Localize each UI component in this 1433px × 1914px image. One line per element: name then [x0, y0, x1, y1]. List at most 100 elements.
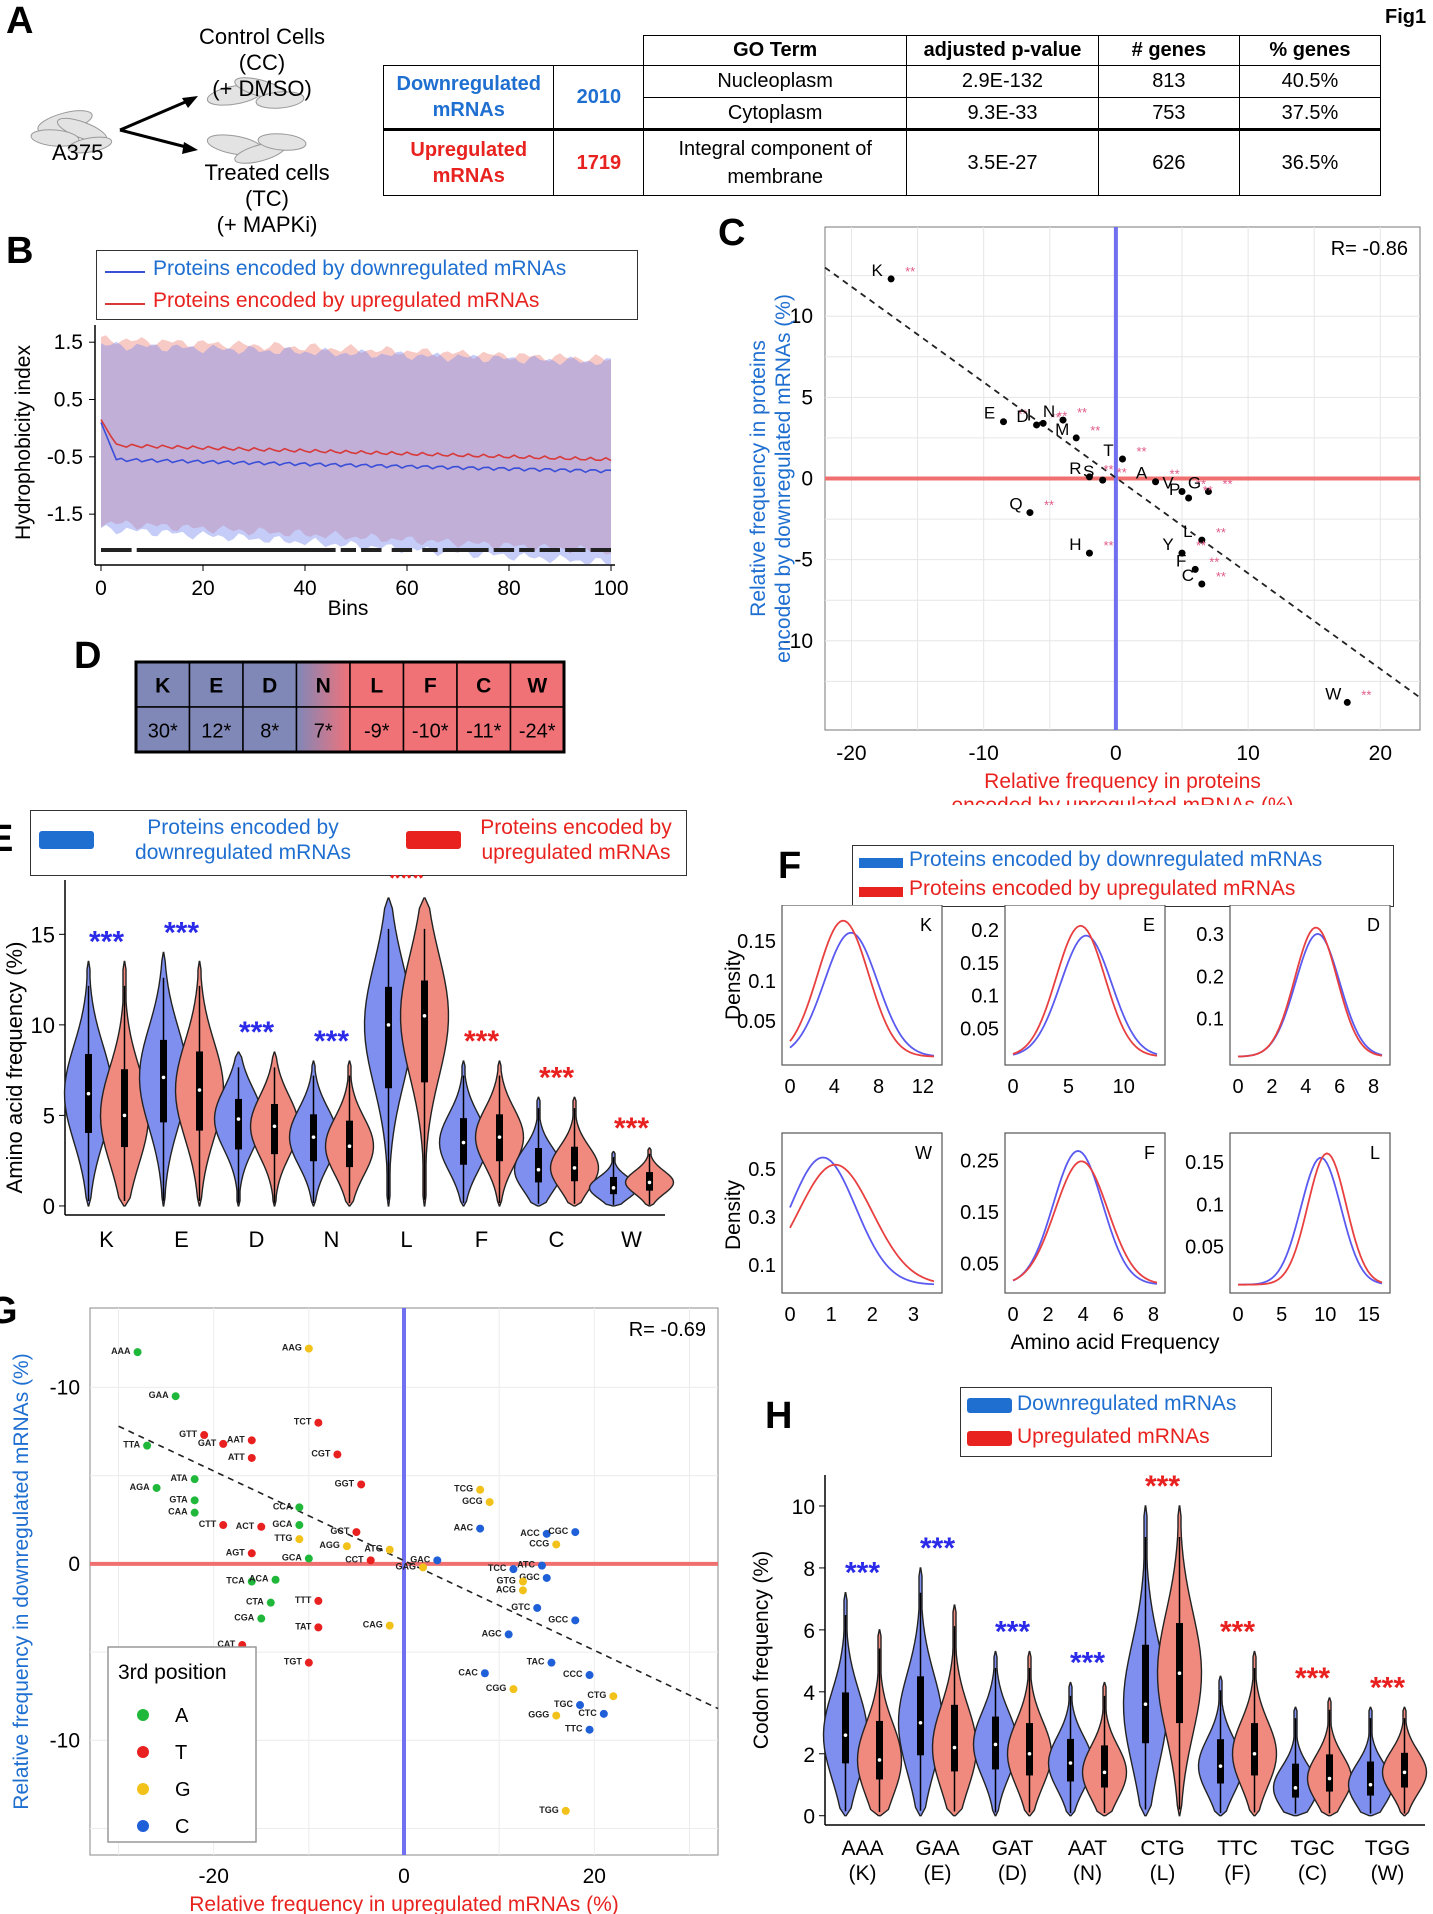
- h-x-tick-label: GAT: [992, 1837, 1034, 1860]
- h-violin-up-median: [1252, 1751, 1257, 1756]
- g-point-label: CTT: [199, 1519, 217, 1529]
- g-point: [271, 1575, 280, 1584]
- g-point-label: CGG: [486, 1683, 507, 1693]
- g-point: [266, 1598, 275, 1607]
- h-x-tick-label: TTC: [1217, 1837, 1258, 1860]
- g-point-label: AAG: [282, 1343, 302, 1353]
- panel-e-legend: Proteins encoded by downregulated mRNAs …: [30, 810, 687, 876]
- e-violin-up-box: [271, 1103, 278, 1155]
- f-x-tick-label: 5: [1276, 1304, 1287, 1326]
- g-point: [247, 1577, 256, 1586]
- e-violin-down-box: [160, 1039, 167, 1123]
- h-violin-up-box: [1401, 1752, 1408, 1788]
- e-x-tick-label: E: [174, 1227, 189, 1252]
- f-x-tick-label: 0: [784, 1304, 795, 1326]
- c-point: [887, 275, 895, 283]
- f-curve-up: [789, 919, 935, 1058]
- c-point-label: Q: [1009, 495, 1022, 514]
- f-x-tick-label: 6: [1334, 1076, 1345, 1098]
- c-point: [1198, 536, 1206, 544]
- f-subplot-label: E: [1143, 915, 1155, 935]
- h-violin-down-median: [1218, 1764, 1223, 1768]
- h-violin-down-box: [1142, 1644, 1149, 1744]
- h-significance: ***: [1070, 1647, 1105, 1680]
- f-y-tick-label: 0.05: [960, 1253, 999, 1275]
- g-point-label: AGC: [482, 1628, 503, 1638]
- col-go-term: GO Term: [643, 35, 908, 66]
- e-significance: ***: [614, 1112, 649, 1145]
- h-violin-down-box: [1367, 1761, 1374, 1796]
- c-point-label: A: [1136, 464, 1148, 483]
- panel-label-e: E: [0, 818, 14, 860]
- g-y-tick-label: -10: [50, 1729, 80, 1752]
- g-point-label: CCC: [563, 1669, 583, 1679]
- b-y-label: Hydrophobicity index: [12, 345, 35, 540]
- g-point: [571, 1616, 580, 1625]
- f-subplot-label: F: [1144, 1143, 1155, 1163]
- c-r-value: R= -0.86: [1331, 238, 1408, 260]
- h-violin-up-box: [1026, 1723, 1033, 1776]
- g-point: [219, 1439, 228, 1448]
- table-row: Integral component of membrane: [643, 129, 908, 196]
- g-point-label: GCG: [462, 1496, 483, 1506]
- c-point-star: **: [1090, 423, 1100, 438]
- e-x-tick-label: D: [249, 1227, 265, 1252]
- e-x-tick-label: N: [324, 1227, 340, 1252]
- col-pct-genes: % genes: [1238, 35, 1382, 66]
- g-r-value: R= -0.69: [629, 1319, 706, 1341]
- c-point-star: **: [1051, 410, 1061, 425]
- g-point: [190, 1508, 199, 1517]
- g-point-label: GAC: [410, 1554, 431, 1564]
- e-y-tick-label: 10: [31, 1013, 55, 1038]
- f-curve-down: [789, 1156, 935, 1286]
- g-point-label: TCC: [488, 1563, 507, 1573]
- d-letter: C: [476, 675, 491, 698]
- f-y-tick-label: 0.1: [1196, 1009, 1224, 1031]
- codon-violin-chart: 10 8 6 4 2 0 Codon frequency (%) AAA(K) *** GAA(E…: [750, 1470, 1428, 1885]
- b-x-tick-label: 60: [395, 577, 418, 600]
- f-y-tick-label: 0.1: [1196, 1194, 1224, 1216]
- g-x-label: Relative frequency in upregulated mRNAs …: [189, 1893, 619, 1914]
- g-point: [504, 1630, 513, 1639]
- h-violin-up-median: [877, 1758, 882, 1762]
- e-violin-up-median: [572, 1166, 577, 1170]
- e-y-tick-label: 5: [43, 1103, 55, 1128]
- h-violin-down-median: [1293, 1786, 1298, 1790]
- f-curve-down: [789, 931, 935, 1057]
- legend-e-up-2: upregulated mRNAs: [481, 841, 671, 865]
- d-value: -10*: [412, 721, 449, 743]
- g-point: [143, 1441, 152, 1450]
- h-violin-up-box: [1326, 1754, 1333, 1792]
- d-cell-letter: [456, 661, 512, 708]
- f-x-tick-label: 4: [1078, 1304, 1089, 1326]
- b-x-tick-label: 100: [593, 577, 628, 600]
- e-violin-up-median: [197, 1088, 202, 1092]
- c-point-star: **: [1196, 476, 1206, 491]
- f-subplot-label: L: [1370, 1143, 1380, 1163]
- panel-label-h: H: [765, 1395, 793, 1437]
- legend-up: Proteins encoded by upregulated mRNAs: [153, 289, 540, 312]
- h-significance: ***: [995, 1616, 1030, 1649]
- b-y-tick-label: -1.5: [47, 503, 83, 526]
- c-y-label-2: encoded by downregulated mRNAs (%): [772, 294, 795, 663]
- h-x-tick-label: TGG: [1365, 1837, 1411, 1860]
- g-point: [571, 1528, 580, 1537]
- e-violin-down-box: [385, 986, 392, 1089]
- d-value: -11*: [466, 721, 501, 743]
- c-point-label: R: [1069, 459, 1081, 478]
- b-y-tick-label: -0.5: [47, 446, 83, 469]
- g-point: [190, 1475, 199, 1484]
- h-violin-down-box: [1292, 1763, 1299, 1798]
- c-point: [1072, 434, 1080, 442]
- d-value: -24*: [519, 721, 556, 743]
- g-point-label: AGG: [319, 1540, 340, 1550]
- f-x-tick-label: 6: [1113, 1304, 1124, 1326]
- g-point-label: CTA: [246, 1597, 264, 1607]
- f-subplot-frame: [1229, 905, 1391, 1066]
- c-point: [1198, 580, 1206, 588]
- f-y-tick-label: 0.25: [960, 1150, 999, 1172]
- e-violin-down-median: [236, 1117, 241, 1121]
- g-legend-marker: [137, 1709, 149, 1721]
- g-point: [247, 1549, 256, 1558]
- c-point-star: **: [1057, 408, 1067, 423]
